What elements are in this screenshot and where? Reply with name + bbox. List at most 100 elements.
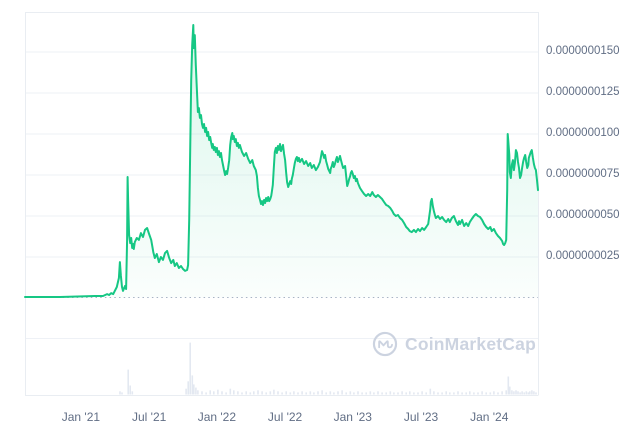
volume-bar <box>293 391 295 395</box>
volume-bar <box>425 392 427 395</box>
volume-bar <box>409 391 411 395</box>
volume-bar <box>381 392 383 395</box>
volume-bar <box>305 392 307 395</box>
volume-bar <box>429 388 432 395</box>
volume-bar <box>365 392 367 395</box>
volume-bar <box>241 392 243 395</box>
volume-bar <box>377 391 379 395</box>
volume-bar <box>481 391 483 395</box>
volume-bar <box>233 390 235 395</box>
volume-bar <box>187 381 189 395</box>
volume-bar <box>535 392 537 395</box>
volume-bar <box>515 390 517 395</box>
volume-bar <box>197 390 199 395</box>
volume-bar <box>221 391 223 395</box>
volume-bar <box>517 391 519 395</box>
volume-bar <box>441 392 443 395</box>
volume-bar <box>417 392 419 395</box>
volume-bar <box>281 392 283 395</box>
volume-bar <box>527 392 530 395</box>
volume-bar <box>337 391 339 395</box>
volume-bar <box>385 392 387 395</box>
volume-bar <box>369 391 372 395</box>
volume-bar <box>253 391 255 395</box>
volume-bar <box>309 391 312 395</box>
volume-bar <box>301 391 303 395</box>
volume-bar <box>433 391 435 395</box>
volume-bar <box>131 391 134 395</box>
volume-bar <box>349 391 352 395</box>
volume-bar <box>413 392 415 395</box>
volume-bar <box>513 391 515 395</box>
volume-bar <box>501 391 503 395</box>
volume-bar <box>297 392 299 395</box>
volume-bar <box>521 391 523 395</box>
volume-bar <box>485 392 487 395</box>
volume-bar <box>477 392 479 395</box>
volume-bar <box>341 390 343 395</box>
volume-bar <box>397 392 399 395</box>
volume-bar <box>509 386 511 395</box>
volume-bar <box>127 369 129 395</box>
volume-bar <box>421 391 423 395</box>
volume-bar <box>121 392 123 395</box>
volume-bar <box>529 391 531 395</box>
volume-bar <box>511 390 513 395</box>
volume-bar <box>237 391 239 395</box>
volume-bar <box>497 392 499 395</box>
volume-bar <box>195 387 197 395</box>
volume-bar <box>373 392 375 395</box>
volume-bar <box>191 375 194 395</box>
volume-bar <box>225 392 227 395</box>
volume-bar <box>389 391 392 395</box>
volume-bar <box>209 390 211 395</box>
volume-bar <box>119 391 121 395</box>
volume-bar <box>321 390 323 395</box>
volume-bar <box>333 392 335 395</box>
volume-bar <box>249 392 252 395</box>
volume-bar <box>469 391 471 395</box>
volume-bar <box>265 392 267 395</box>
volume-bar <box>357 391 359 395</box>
volume-bar <box>449 392 451 395</box>
volume-bar <box>345 392 347 395</box>
volume-bar <box>277 391 279 395</box>
volume-bar <box>353 392 355 395</box>
price-line[interactable] <box>24 24 539 298</box>
volume-bar <box>437 392 439 395</box>
volume-bar <box>533 391 535 395</box>
volume-bar <box>489 392 492 395</box>
volume-bar <box>217 389 219 395</box>
volume-bar <box>507 376 510 395</box>
volume-bar <box>229 388 232 395</box>
volume-bar <box>329 391 332 395</box>
volume-bar <box>325 392 327 395</box>
volume-bar <box>129 385 131 395</box>
volume-bar <box>201 391 203 395</box>
volume-bar <box>213 391 215 395</box>
volume-bar <box>453 392 455 395</box>
volume-bar <box>189 342 191 395</box>
volume-bar <box>257 390 259 395</box>
volume-bar <box>361 392 363 395</box>
volume-bar <box>313 392 315 395</box>
volume-bar <box>493 391 495 395</box>
volume-bar <box>405 392 407 395</box>
volume-bar <box>445 391 447 395</box>
volume-bars <box>119 342 537 395</box>
volume-bar <box>393 392 395 395</box>
volume-bar <box>519 392 521 395</box>
volume-bar <box>289 392 292 395</box>
volume-bar <box>193 384 195 395</box>
volume-bar <box>401 391 403 395</box>
volume-bar <box>245 391 247 395</box>
volume-bar <box>261 391 263 395</box>
volume-bar <box>523 392 525 395</box>
volume-bar <box>273 389 275 395</box>
volume-bar <box>457 391 459 395</box>
volume-bar <box>473 392 475 395</box>
volume-bar <box>205 392 207 395</box>
volume-bar <box>525 391 528 395</box>
